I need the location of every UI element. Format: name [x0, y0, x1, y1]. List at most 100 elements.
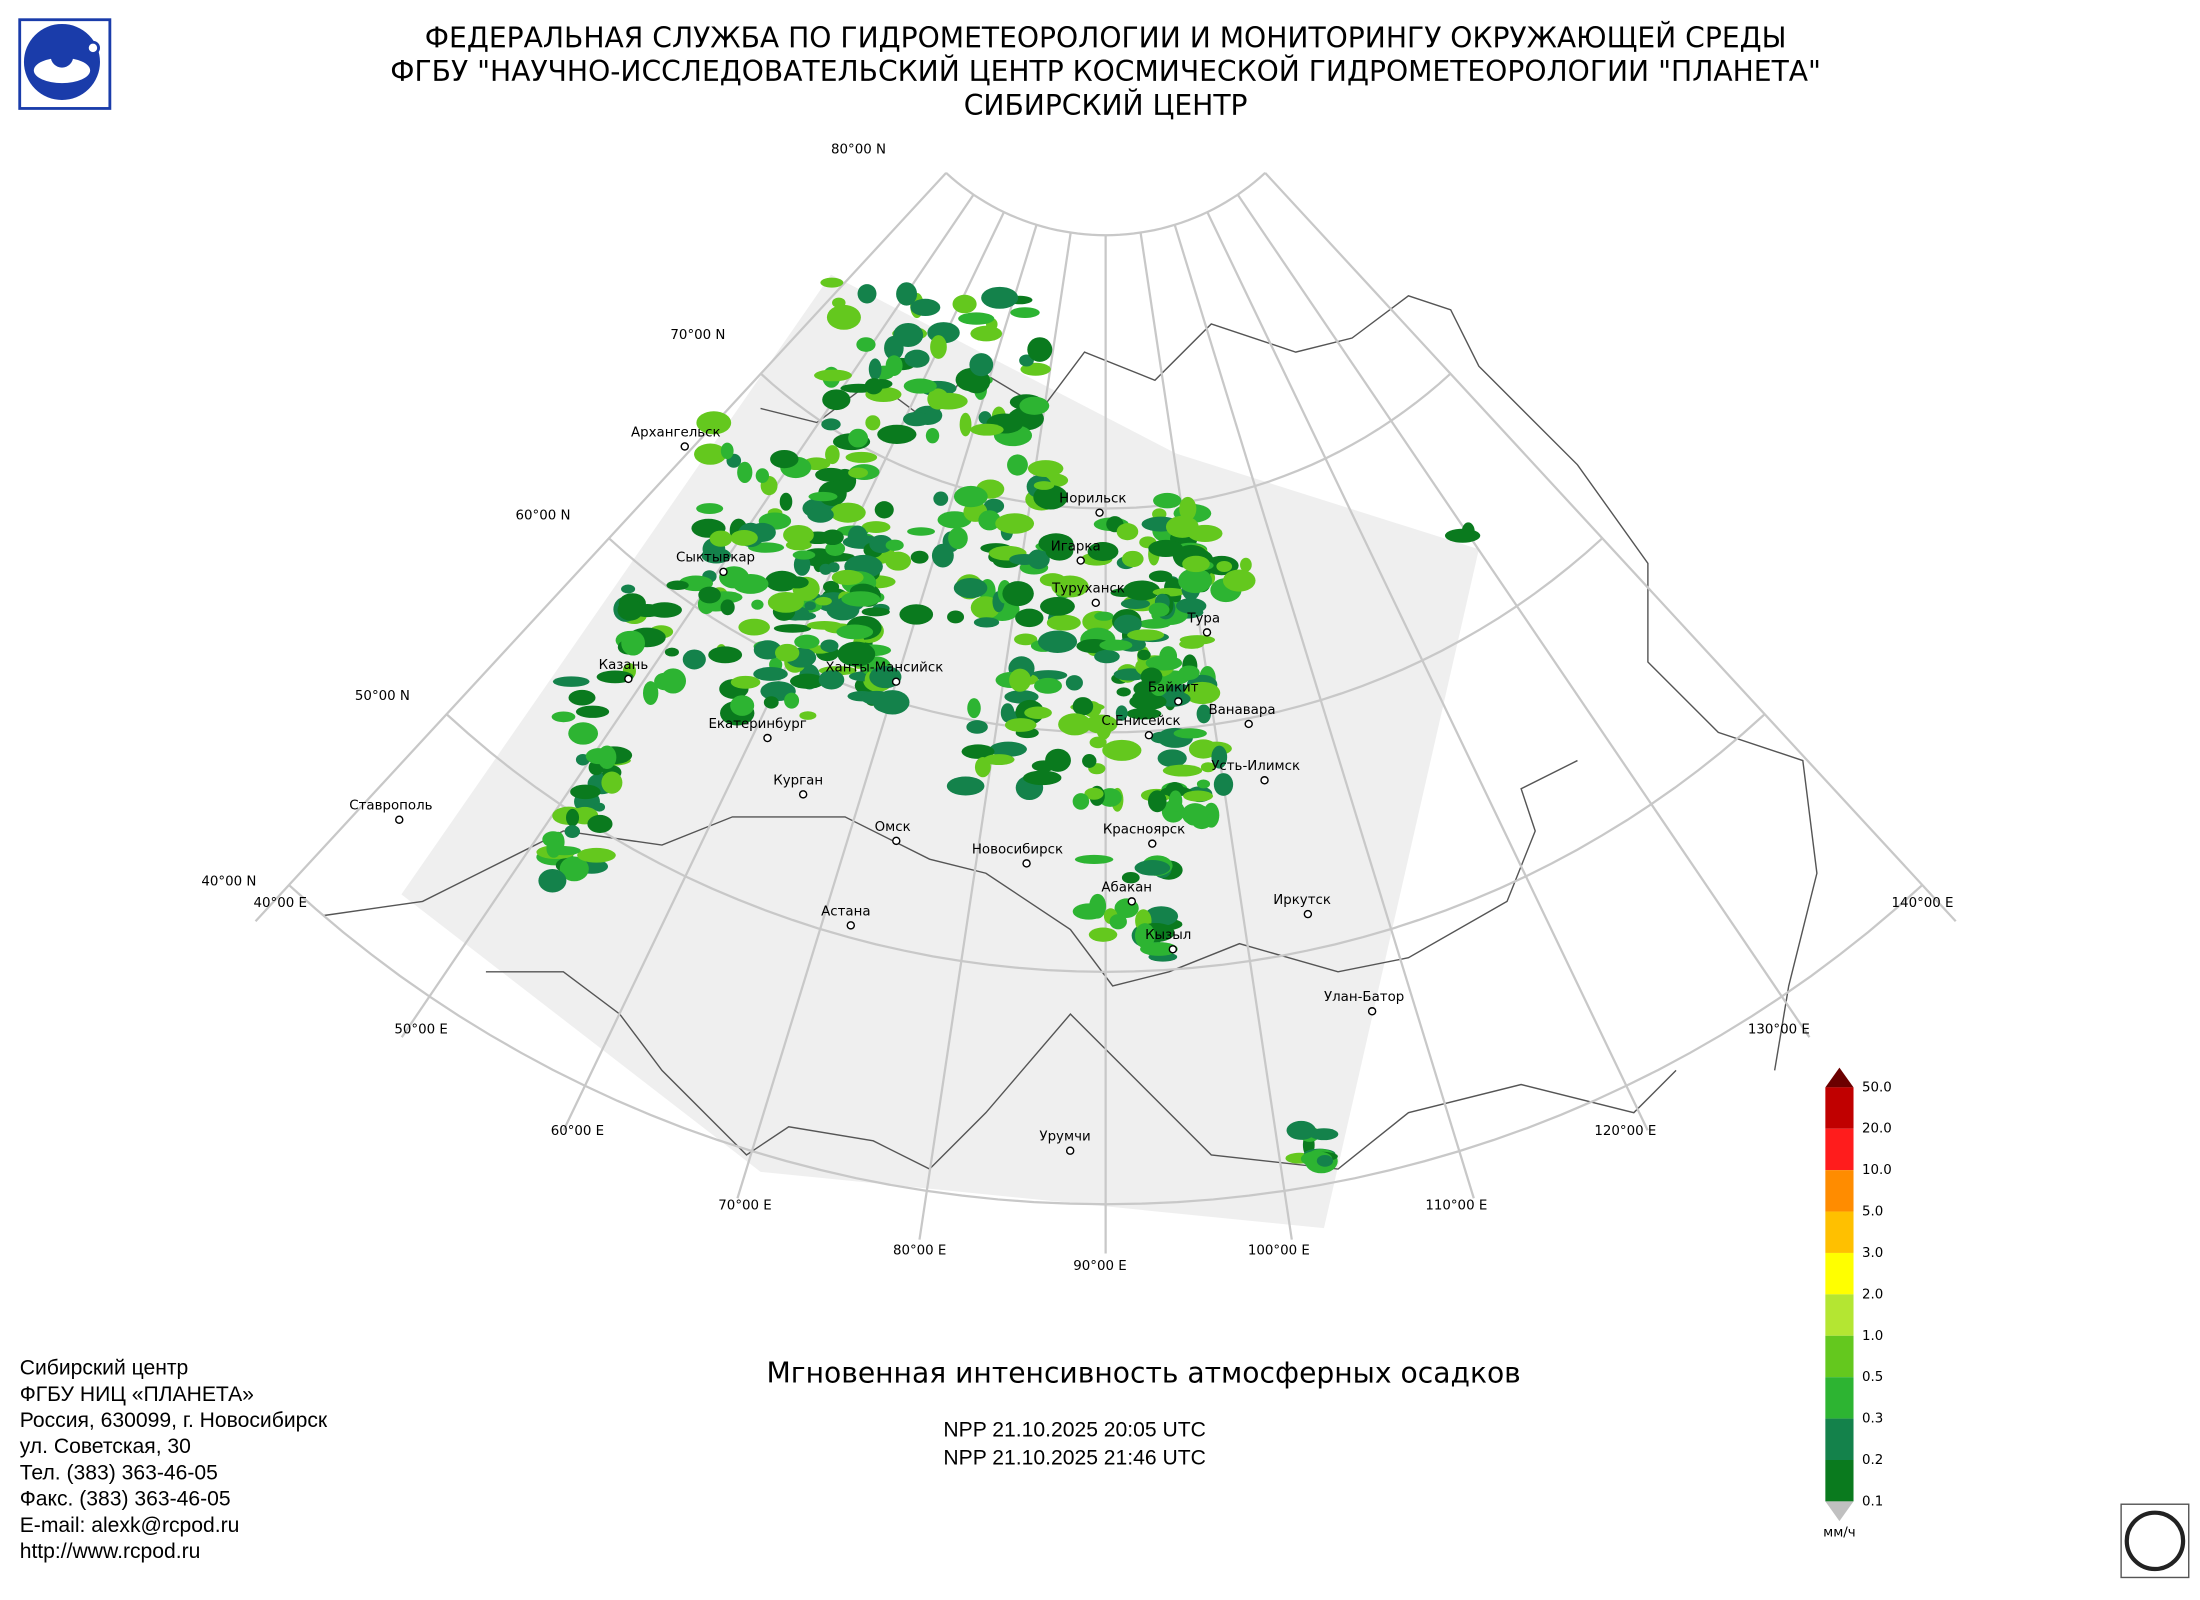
legend-bin — [1825, 1460, 1854, 1502]
precip-patch — [981, 286, 1019, 309]
precip-patch — [1162, 764, 1203, 777]
header: ФЕДЕРАЛЬНАЯ СЛУЖБА ПО ГИДРОМЕТЕОРОЛОГИИ … — [390, 20, 1821, 122]
precip-patch — [1200, 762, 1216, 773]
precip-patch — [1148, 570, 1173, 583]
precip-patch — [1058, 713, 1092, 736]
meridian — [1139, 232, 1293, 1240]
precip-patch — [1087, 542, 1119, 561]
precip-patch — [815, 467, 847, 482]
precip-patch — [818, 670, 845, 690]
precip-patch — [779, 492, 793, 511]
city-label: Ставрополь — [349, 799, 432, 814]
precip-patch — [1029, 670, 1068, 681]
pass-line: NPP 21.10.2025 20:05 UTC — [943, 1419, 1205, 1442]
precip-patch — [946, 776, 985, 796]
graticule-label: 50°00 E — [394, 1023, 447, 1038]
legend-bin — [1825, 1377, 1854, 1419]
precip-patch — [848, 428, 869, 448]
precip-patch — [947, 610, 965, 624]
precip-patch — [773, 624, 812, 633]
legend-label: 0.1 — [1862, 1494, 1883, 1509]
precip-patch — [755, 468, 770, 483]
precip-patch — [696, 503, 724, 514]
precip-patch — [570, 784, 601, 800]
precip-patch — [885, 539, 904, 551]
city-marker — [1168, 945, 1178, 954]
precip-patch — [770, 449, 799, 469]
contact-line: Россия, 630099, г. Новосибирск — [20, 1409, 328, 1432]
logo — [18, 18, 112, 110]
precip-patch — [799, 711, 817, 720]
precip-patch — [910, 550, 929, 564]
graticule-label: 50°00 N — [355, 689, 410, 704]
city-label: Казань — [599, 658, 649, 673]
precip-patch — [568, 722, 599, 745]
precip-patch — [643, 681, 659, 705]
precip-patch — [826, 304, 861, 330]
precip-patch — [868, 358, 882, 380]
precip-patch — [820, 639, 839, 653]
precip-patch — [587, 814, 613, 833]
precip-patch — [585, 748, 612, 765]
precip-patch — [1082, 754, 1097, 768]
precip-patch — [1120, 598, 1151, 609]
city-marker — [763, 733, 772, 743]
legend-label: 0.5 — [1862, 1370, 1883, 1385]
precip-patch — [820, 277, 844, 288]
precip-patch — [753, 640, 782, 660]
precip-patch — [701, 547, 731, 564]
precip-patch — [1102, 739, 1142, 761]
precip-patch — [825, 541, 846, 556]
legend-label: 1.0 — [1862, 1329, 1883, 1344]
precip-patch — [907, 527, 935, 536]
precip-patch — [785, 539, 812, 551]
precip-patch — [1175, 598, 1207, 614]
precip-patch — [682, 649, 706, 670]
precip-patch — [807, 506, 834, 523]
city-label: Иркутск — [1273, 893, 1331, 908]
precip-patch — [845, 451, 878, 463]
precip-patch — [885, 355, 903, 376]
city-label: Ханты-Мансийск — [825, 661, 943, 676]
legend-label: 20.0 — [1862, 1122, 1892, 1137]
precip-patch — [864, 378, 883, 395]
precip-patch — [1085, 714, 1118, 734]
precip-patch — [1045, 748, 1071, 772]
precip-patch — [1115, 705, 1128, 721]
precip-patch — [696, 411, 732, 435]
precip-patch — [1033, 484, 1068, 510]
precip-patch — [775, 643, 800, 662]
precip-patch — [1009, 553, 1040, 565]
precip-patch — [1137, 649, 1151, 661]
contact-line: ул. Советская, 30 — [20, 1435, 191, 1458]
precip-patch — [1126, 707, 1162, 720]
precip-patch — [899, 604, 934, 625]
precip-patch — [959, 412, 972, 437]
precip-patch — [970, 325, 1003, 342]
city-label: Норильск — [1059, 492, 1126, 507]
legend-label: 10.0 — [1862, 1163, 1892, 1178]
precip-patch — [1121, 872, 1140, 884]
precip-patch — [1138, 618, 1171, 629]
city-label: Улан-Батор — [1324, 990, 1404, 1005]
precip-patch — [617, 599, 644, 621]
precip-patch — [753, 667, 788, 681]
precip-patch — [1015, 608, 1044, 628]
city-label: Новосибирск — [972, 841, 1063, 857]
precip-patch — [1004, 718, 1037, 732]
precip-patch — [1127, 629, 1165, 641]
city-marker — [1148, 839, 1157, 848]
precip-patch — [1027, 337, 1053, 362]
precip-patch — [568, 689, 596, 706]
contact-line: ФГБУ НИЦ «ПЛАНЕТА» — [20, 1383, 254, 1406]
graticule-label: 80°00 E — [893, 1244, 946, 1259]
precip-patch — [1000, 703, 1015, 723]
iso-badge — [2120, 1503, 2190, 1579]
precip-patch — [1178, 665, 1200, 680]
precip-patch — [806, 621, 843, 630]
city-marker — [798, 790, 808, 799]
legend-bin — [1825, 1335, 1854, 1378]
graticule-label: 60°00 E — [551, 1124, 604, 1139]
precip-patch — [969, 353, 994, 377]
precip-patch — [869, 534, 894, 554]
